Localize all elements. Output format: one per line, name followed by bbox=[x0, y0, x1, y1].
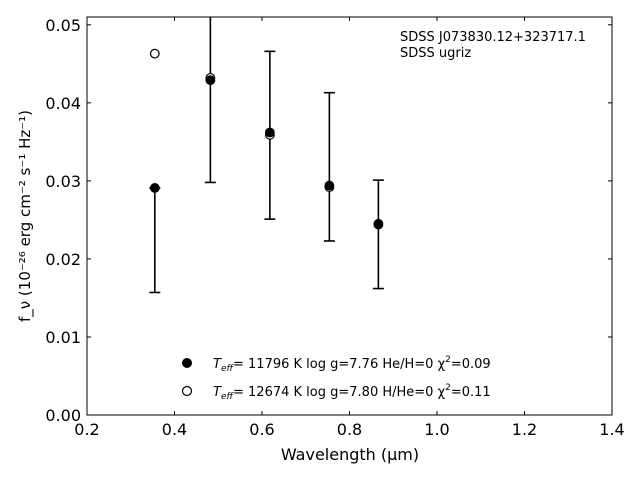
legend-marker-filled bbox=[182, 358, 192, 368]
legend-marker-open bbox=[181, 385, 193, 397]
point-model-filled bbox=[373, 219, 384, 230]
y-tick-label: 0.03 bbox=[45, 172, 81, 191]
annotation-line-1: SDSS J073830.12+323717.1 bbox=[400, 30, 586, 45]
plot-frame bbox=[86, 16, 613, 416]
legend-label-1: Teff= 11796 K log g=7.76 He/H=0 χ2=0.09 bbox=[213, 355, 491, 374]
axis-ticks: 0.2 0.4 0.6 0.8 1.0 1.2 1.4 0.00 0.01 0.02 0.03 0.0… bbox=[45, 16, 624, 439]
annotation-line-2: SDSS ugriz bbox=[400, 46, 471, 61]
point-model-filled bbox=[205, 75, 216, 86]
point-model-filled bbox=[264, 127, 275, 138]
error-bars bbox=[149, 17, 384, 294]
x-tick-label: 0.8 bbox=[337, 420, 362, 439]
point-model-filled bbox=[149, 183, 160, 193]
x-tick-label: 0.6 bbox=[249, 420, 274, 439]
x-tick-label: 1.2 bbox=[512, 420, 537, 439]
x-tick-label: 1.0 bbox=[424, 420, 449, 439]
x-axis-label: Wavelength (μm) bbox=[281, 445, 419, 464]
data-points bbox=[149, 48, 384, 230]
y-tick-label: 0.05 bbox=[45, 16, 81, 35]
y-tick-label: 0.04 bbox=[45, 94, 81, 113]
y-axis-label: f_ν (10⁻²⁶ erg cm⁻² s⁻¹ Hz⁻¹) bbox=[16, 110, 35, 322]
y-tick-label: 0.00 bbox=[45, 406, 81, 425]
x-tick-label: 1.4 bbox=[599, 420, 624, 439]
x-tick-label: 0.2 bbox=[74, 420, 99, 439]
legend-label-2: Teff= 12674 K log g=7.80 H/He=0 χ2=0.11 bbox=[213, 383, 491, 402]
point-model-filled bbox=[324, 180, 335, 191]
y-tick-label: 0.02 bbox=[45, 250, 81, 269]
x-tick-label: 0.4 bbox=[162, 420, 187, 439]
legend: Teff= 11796 K log g=7.76 He/H=0 χ2=0.09 … bbox=[181, 355, 491, 402]
y-tick-label: 0.01 bbox=[45, 328, 81, 347]
point-model-open bbox=[149, 48, 160, 59]
